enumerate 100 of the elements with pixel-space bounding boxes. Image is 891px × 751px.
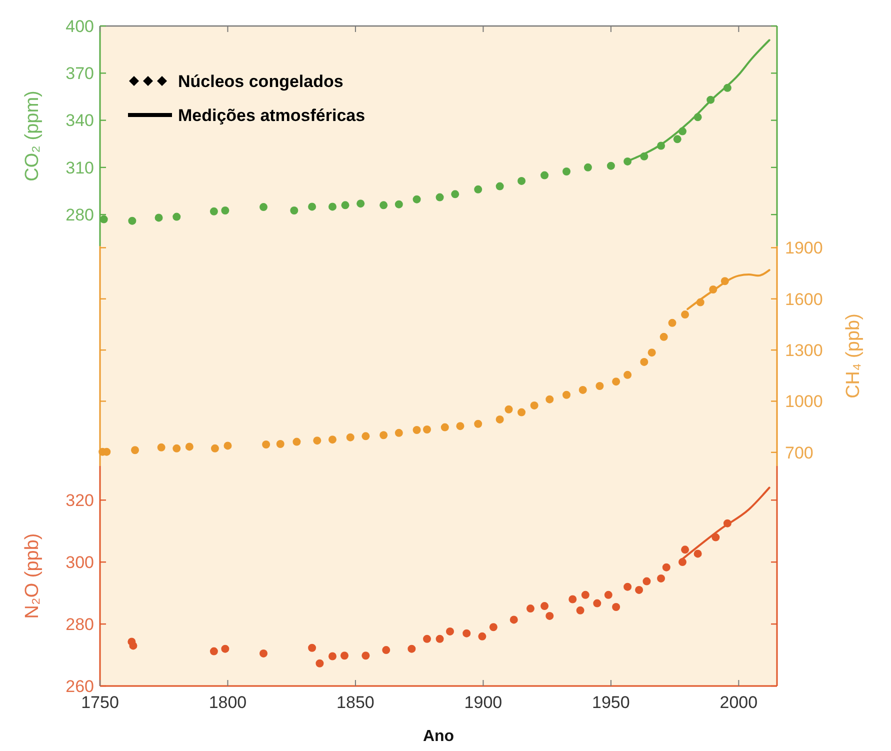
point	[210, 647, 218, 656]
point	[540, 171, 549, 180]
point	[518, 408, 526, 416]
y2-tick-label: 1600	[785, 290, 823, 309]
y-tick-label: 300	[66, 553, 94, 572]
x-tick-label: 1850	[336, 693, 374, 712]
point	[412, 195, 421, 204]
point	[496, 415, 504, 424]
point	[504, 405, 513, 414]
y-tick-label: 340	[66, 111, 94, 130]
point	[604, 590, 612, 599]
point	[546, 395, 554, 404]
point	[260, 649, 268, 658]
point	[668, 318, 676, 327]
point	[328, 202, 336, 211]
point	[210, 207, 218, 216]
point	[584, 163, 592, 172]
point	[660, 332, 668, 341]
y-tick-label: 400	[66, 16, 94, 36]
point	[562, 168, 570, 176]
point	[648, 348, 656, 357]
point	[642, 577, 651, 586]
point	[308, 644, 316, 652]
annotation: Núcleos congelados	[178, 72, 344, 91]
point	[172, 444, 181, 452]
point	[518, 176, 526, 185]
point	[593, 599, 602, 608]
point	[362, 432, 370, 440]
point	[185, 442, 194, 451]
point	[606, 162, 615, 170]
point	[624, 157, 632, 166]
point	[292, 438, 301, 446]
point	[612, 602, 620, 611]
point	[328, 652, 336, 660]
point	[478, 632, 486, 640]
point	[681, 310, 690, 319]
point	[346, 433, 354, 442]
point	[489, 623, 498, 632]
y2-tick-label: 1000	[785, 392, 823, 412]
point	[612, 378, 620, 386]
point	[530, 401, 538, 410]
point	[681, 546, 690, 554]
point	[221, 644, 230, 653]
point	[262, 440, 270, 449]
point	[380, 201, 388, 210]
point	[446, 627, 454, 636]
y-tick-label: 370	[66, 64, 94, 84]
point	[578, 386, 587, 394]
point	[157, 443, 166, 452]
point	[496, 182, 504, 190]
point	[474, 185, 482, 194]
y-tick-label: 310	[66, 158, 94, 178]
x-tick-label: 1900	[464, 693, 502, 712]
point	[210, 444, 219, 452]
point	[172, 212, 181, 221]
point	[276, 440, 284, 448]
x-tick-label: 1800	[208, 693, 247, 712]
point	[341, 201, 350, 210]
annotation: Medições atmosféricas	[178, 106, 366, 125]
point	[380, 431, 388, 440]
point	[440, 423, 449, 432]
point	[423, 426, 432, 434]
point	[662, 563, 670, 572]
point	[568, 595, 577, 604]
point	[635, 586, 644, 594]
point	[313, 436, 322, 445]
point	[546, 612, 554, 620]
point	[474, 420, 482, 428]
point	[596, 382, 604, 390]
point	[408, 644, 416, 653]
point	[382, 646, 390, 654]
point	[316, 659, 324, 668]
point	[436, 634, 444, 643]
y-tick-label: 320	[66, 491, 94, 510]
y2-tick-label: 700	[785, 443, 814, 462]
point	[673, 135, 682, 144]
point	[394, 200, 403, 208]
point	[640, 358, 648, 366]
point	[462, 629, 471, 638]
point	[260, 203, 268, 212]
y2-axis-title: CH₄ (ppb)	[843, 314, 864, 398]
point	[657, 574, 666, 582]
point	[224, 442, 232, 450]
y2-tick-label: 1900	[785, 238, 823, 258]
point	[340, 652, 348, 660]
point	[451, 190, 460, 198]
point	[436, 193, 444, 202]
point	[362, 652, 370, 660]
point	[129, 642, 138, 650]
point	[540, 602, 549, 610]
point	[562, 390, 570, 399]
point	[456, 422, 464, 430]
point	[290, 206, 298, 214]
point	[128, 216, 136, 225]
y-tick-label: 280	[66, 614, 94, 634]
y-tick-label: 260	[66, 676, 94, 696]
y-axis-title: N₂O (ppb)	[22, 533, 43, 619]
y2-tick-label: 1300	[785, 340, 823, 360]
point	[394, 428, 403, 437]
x-tick-label: 1750	[81, 693, 119, 712]
